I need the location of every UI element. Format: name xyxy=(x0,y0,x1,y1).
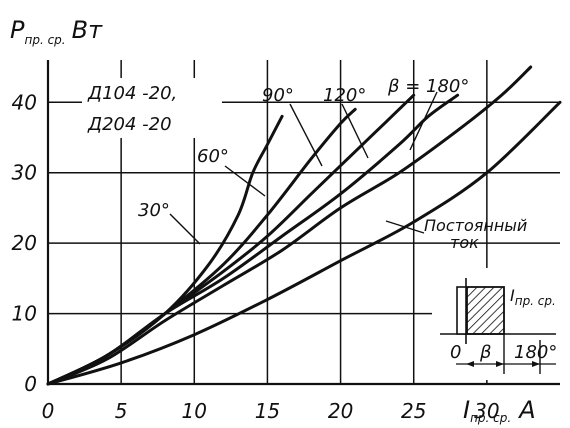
y-tick-label: 30 xyxy=(12,161,37,185)
inset-hatched-pulse xyxy=(466,286,505,335)
inset-arrow-left xyxy=(466,361,474,367)
y-tick-label: 20 xyxy=(12,231,37,255)
y-tick-label: 0 xyxy=(24,372,37,396)
label-180-deg: β = 180° xyxy=(387,76,469,97)
y-tick-label: 40 xyxy=(12,90,37,114)
x-tick-label: 30 xyxy=(474,399,499,423)
x-tick-label: 15 xyxy=(255,399,280,423)
leader-60 xyxy=(224,165,266,197)
series-line-3 xyxy=(46,93,460,386)
y-axis-title-main: P xyxy=(10,16,25,44)
y-tick-label: 10 xyxy=(12,302,37,326)
curves xyxy=(46,65,562,386)
inset-arrow-mid xyxy=(496,361,504,367)
inset-beta-label: β xyxy=(479,342,492,363)
axes xyxy=(46,60,560,386)
x-tick-labels: 0 5 10 15 20 25 30 xyxy=(42,399,500,423)
x-axis-title-unit: А xyxy=(517,396,535,424)
y-tick-labels: 0 10 20 30 40 xyxy=(12,90,37,396)
label-120-deg: 120° xyxy=(323,85,366,106)
label-90-deg: 90° xyxy=(262,85,294,106)
x-tick-label: 20 xyxy=(328,399,353,423)
series-line-4 xyxy=(46,65,533,386)
label-dc-1: Постоянный xyxy=(424,216,527,235)
label-60-deg: 60° xyxy=(197,146,229,167)
inset-arrow-right xyxy=(532,361,540,367)
label-dc-2: ток xyxy=(450,233,479,252)
device-label-2: Д204 -20 xyxy=(87,114,172,135)
label-30-deg: 30° xyxy=(138,200,170,221)
series-line-0 xyxy=(46,114,284,386)
device-label-1: Д104 -20, xyxy=(87,83,177,104)
inset-zero-label: 0 xyxy=(450,342,461,363)
leader-lines xyxy=(169,91,438,245)
y-axis-title: Pпр. ср. Вт xyxy=(10,16,103,47)
leader-180 xyxy=(409,91,438,151)
leader-dc xyxy=(385,220,425,234)
x-tick-label: 0 xyxy=(42,399,55,423)
inset-waveform: Iпр. ср. 0 β 180° xyxy=(432,268,562,380)
inset-current-label: Iпр. ср. xyxy=(510,286,556,308)
x-tick-label: 5 xyxy=(115,399,128,423)
x-axis-title: Iпр. ср. А xyxy=(463,396,536,425)
series-line-5 xyxy=(46,100,562,386)
x-axis-title-main: I xyxy=(463,396,470,424)
device-label-background xyxy=(82,78,222,138)
inset-period-label: 180° xyxy=(514,342,557,363)
x-tick-label: 10 xyxy=(182,399,207,423)
inset-current-sub: пр. ср. xyxy=(515,294,556,308)
y-axis-title-unit: Вт xyxy=(72,16,103,44)
y-axis-title-sub: пр. ср. xyxy=(24,33,65,47)
inset-left-bar xyxy=(456,286,467,335)
leader-30 xyxy=(169,213,201,245)
inset-current-main: I xyxy=(510,286,515,305)
leader-90 xyxy=(289,103,323,167)
x-axis-title-sub: пр. ср. xyxy=(470,411,511,425)
leader-120 xyxy=(341,103,369,159)
x-tick-label: 25 xyxy=(401,399,426,423)
